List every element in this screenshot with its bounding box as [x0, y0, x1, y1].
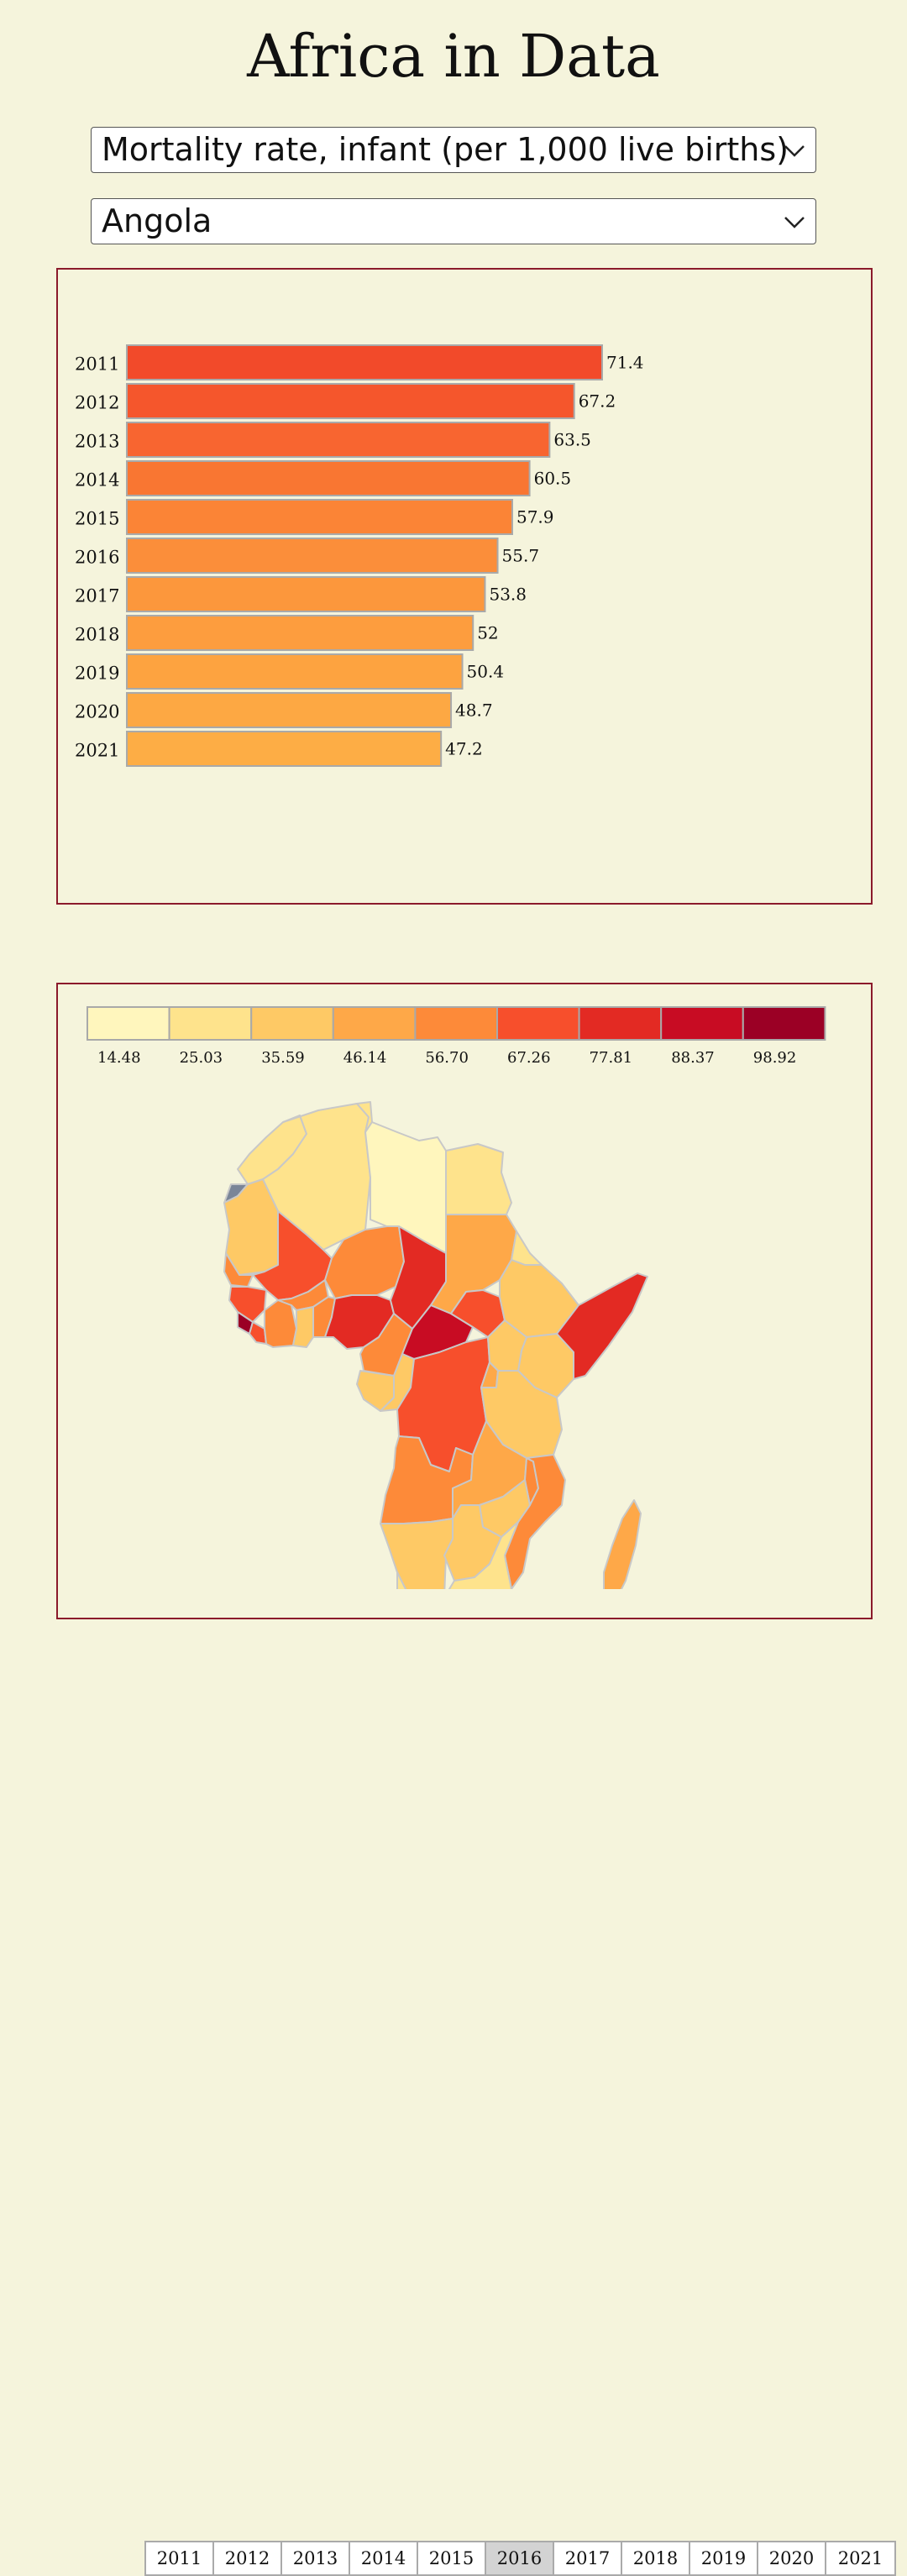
year-button-2013[interactable]: 2013 — [282, 2542, 350, 2574]
country-select-value: Angola — [102, 202, 212, 239]
map-country-egypt — [445, 1143, 512, 1215]
legend-label: 14.48 — [97, 1049, 141, 1067]
chevron-down-icon — [784, 217, 805, 228]
category-label: 2016 — [75, 548, 119, 568]
year-button-2015[interactable]: 2015 — [418, 2542, 486, 2574]
bar-chart-panel: 2011 71.4 2012 67.2 2013 63.5 2014 60.5 2015 57.9… — [56, 268, 873, 905]
value-label: 67.2 — [579, 391, 616, 412]
value-label: 48.7 — [455, 700, 493, 721]
map-countries — [223, 1101, 648, 1589]
legend-swatch — [250, 1006, 334, 1041]
year-button-2020[interactable]: 2020 — [758, 2542, 826, 2574]
map-legend: 14.48 25.03 35.59 46.14 56.70 67.26 77.81 88.37… — [87, 1006, 826, 1067]
indicator-select-value: Mortality rate, infant (per 1,000 live b… — [102, 131, 789, 168]
category-label: 2014 — [75, 470, 119, 491]
legend-label: 35.59 — [261, 1049, 305, 1067]
legend-label: 25.03 — [180, 1049, 223, 1067]
legend-swatch — [414, 1006, 498, 1041]
map-country-mozambique — [504, 1454, 566, 1589]
value-label: 50.4 — [467, 662, 505, 682]
legend-swatch — [742, 1006, 826, 1041]
legend-label: 77.81 — [590, 1049, 633, 1067]
legend-swatch — [660, 1006, 744, 1041]
legend-swatch — [578, 1006, 663, 1041]
legend-swatch — [332, 1006, 417, 1041]
category-label: 2012 — [75, 393, 119, 413]
value-label: 71.4 — [606, 353, 644, 373]
map-country-cote-divoire — [264, 1299, 297, 1348]
category-label: 2019 — [75, 664, 119, 684]
bar — [126, 383, 575, 419]
bar — [126, 615, 474, 651]
year-button-2019[interactable]: 2019 — [690, 2542, 758, 2574]
bar — [126, 499, 513, 535]
bar-chart: 2011 71.4 2012 67.2 2013 63.5 2014 60.5 2015 57.9… — [75, 344, 644, 767]
legend-label: 98.92 — [753, 1049, 797, 1067]
year-button-2011[interactable]: 2011 — [146, 2542, 214, 2574]
bar — [126, 344, 603, 380]
category-label: 2020 — [75, 702, 119, 722]
category-label: 2011 — [75, 354, 119, 375]
map-country-namibia — [380, 1518, 454, 1589]
map-country-madagascar — [603, 1499, 642, 1589]
chevron-down-icon — [784, 145, 805, 157]
year-button-2021[interactable]: 2021 — [826, 2542, 894, 2574]
bar — [126, 576, 486, 612]
category-label: 2015 — [75, 509, 119, 529]
year-button-2012[interactable]: 2012 — [214, 2542, 282, 2574]
category-label: 2021 — [75, 741, 119, 761]
bar — [126, 692, 453, 728]
value-label: 57.9 — [516, 507, 554, 527]
africa-choropleth-map — [223, 1101, 648, 1589]
year-button-2014[interactable]: 2014 — [350, 2542, 418, 2574]
category-label: 2013 — [75, 432, 119, 452]
page-title: Africa in Data — [247, 22, 660, 91]
value-label: 47.2 — [445, 739, 483, 759]
map-country-guinea — [228, 1286, 267, 1323]
category-label: 2017 — [75, 586, 119, 606]
legend-label: 67.26 — [507, 1049, 551, 1067]
category-label: 2018 — [75, 625, 119, 645]
bar — [126, 653, 464, 690]
legend-swatch — [87, 1006, 170, 1041]
map-panel: 14.48 25.03 35.59 46.14 56.70 67.26 77.81 88.37… — [56, 983, 896, 2576]
value-label: 52 — [477, 623, 498, 643]
legend-swatch — [168, 1006, 253, 1041]
legend-label: 56.70 — [425, 1049, 469, 1067]
map-country-south-africa — [396, 1521, 519, 1589]
indicator-select[interactable]: Mortality rate, infant (per 1,000 live b… — [91, 127, 816, 173]
value-label: 55.7 — [502, 546, 540, 566]
bar — [126, 538, 499, 574]
year-button-2016[interactable]: 2016 — [486, 2542, 554, 2574]
legend-swatch — [496, 1006, 580, 1041]
value-label: 60.5 — [534, 469, 572, 489]
map-country-eritrea — [511, 1230, 543, 1266]
year-button-2017[interactable]: 2017 — [554, 2542, 622, 2574]
legend-label: 88.37 — [671, 1049, 715, 1067]
bar — [126, 460, 531, 496]
value-label: 53.8 — [489, 585, 527, 605]
country-select[interactable]: Angola — [91, 198, 816, 244]
map-country-ghana — [292, 1306, 314, 1348]
bar — [126, 731, 443, 767]
year-selector: 2011 2012 2013 2014 2015 2016 2017 2018 … — [144, 2541, 896, 2576]
year-button-2018[interactable]: 2018 — [622, 2542, 690, 2574]
value-label: 63.5 — [553, 430, 591, 450]
bar — [126, 422, 551, 458]
legend-label: 46.14 — [343, 1049, 387, 1067]
